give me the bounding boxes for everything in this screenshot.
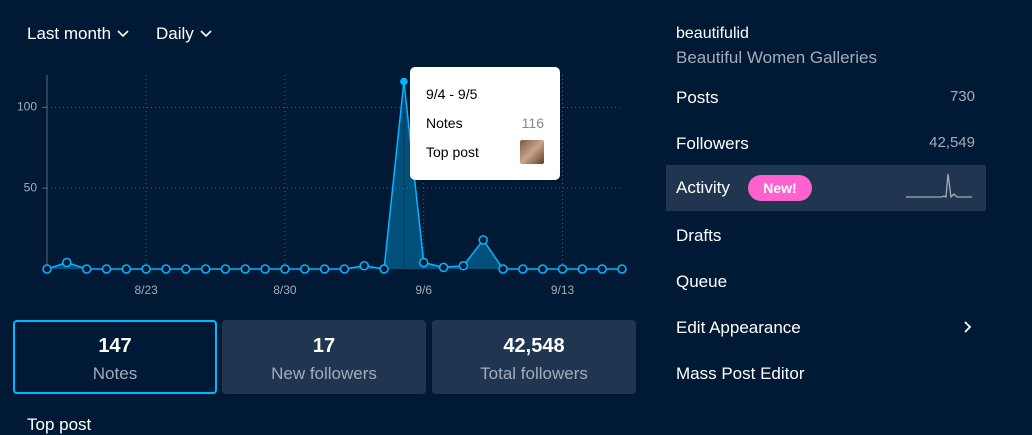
range-label: Last month xyxy=(27,24,112,43)
point xyxy=(300,264,310,274)
point xyxy=(339,264,350,274)
point xyxy=(617,264,627,274)
stat-card[interactable]: 42,548 Total followers xyxy=(432,320,636,394)
point xyxy=(280,264,290,274)
point xyxy=(577,264,588,274)
stat-label: Total followers xyxy=(480,364,588,383)
y-tick-label: 50 xyxy=(24,180,38,194)
point xyxy=(379,264,389,274)
point xyxy=(359,261,369,271)
tooltip: 9/4 - 9/5 Notes 116 Top post xyxy=(410,67,560,180)
menu-item[interactable]: Drafts xyxy=(676,226,722,245)
point xyxy=(220,264,231,274)
interval-label: Daily xyxy=(156,24,194,43)
point xyxy=(200,264,211,274)
menu-count: 42,549 xyxy=(929,134,975,151)
x-tick-label: 9/6 xyxy=(415,283,432,297)
chevron-right xyxy=(964,321,972,333)
interval-dropdown[interactable]: Daily xyxy=(156,24,213,44)
point xyxy=(62,257,72,268)
y-tick-label: 100 xyxy=(17,100,37,114)
section-title: Top post xyxy=(27,415,92,434)
menu-item[interactable]: Mass Post Editor xyxy=(676,364,805,383)
point xyxy=(181,264,191,274)
menu-item[interactable]: Queue xyxy=(676,272,728,291)
stat-card[interactable]: 17 New followers xyxy=(222,320,426,394)
chart: 50 100 8/23 8/30 9/6 9/13 xyxy=(17,75,627,297)
tooltip-top-post: Top post xyxy=(426,144,479,160)
point xyxy=(597,264,607,274)
menu-item[interactable]: Followers xyxy=(676,134,749,153)
blog-name[interactable]: beautifulid xyxy=(676,25,749,42)
stat-value: 147 xyxy=(98,335,132,357)
x-tick-label: 8/23 xyxy=(134,283,158,297)
point xyxy=(438,262,449,273)
point xyxy=(141,264,151,274)
point xyxy=(557,264,568,274)
stat-card[interactable]: 147 Notes xyxy=(13,320,217,394)
x-tick-label: 8/30 xyxy=(273,283,297,297)
tooltip-value: 116 xyxy=(521,115,544,131)
point xyxy=(121,264,132,274)
tooltip-title: 9/4 - 9/5 xyxy=(426,86,478,102)
stat-value: 17 xyxy=(312,335,336,357)
point xyxy=(418,257,429,268)
point xyxy=(518,264,528,274)
menu-count: 730 xyxy=(949,88,975,105)
point xyxy=(498,264,508,274)
menu-item[interactable]: Activity xyxy=(676,178,730,197)
menu-item[interactable]: Posts xyxy=(676,88,719,107)
chevron xyxy=(199,30,212,38)
tooltip-series: Notes xyxy=(426,115,463,131)
stat-label: Notes xyxy=(92,364,138,383)
point xyxy=(319,264,330,274)
point xyxy=(478,235,488,245)
range-dropdown[interactable]: Last month xyxy=(27,24,130,44)
point xyxy=(42,264,52,274)
badge: New! xyxy=(748,175,812,201)
chevron xyxy=(117,30,129,38)
stat-value: 42,548 xyxy=(503,335,565,357)
blog-title: Beautiful Women Galleries xyxy=(676,48,877,67)
point xyxy=(101,264,112,274)
stat-label: New followers xyxy=(271,364,377,383)
sparkline xyxy=(906,173,972,199)
point xyxy=(81,264,92,274)
thumbnail[interactable] xyxy=(520,140,544,164)
point xyxy=(537,264,548,274)
menu-item[interactable]: Edit Appearance xyxy=(676,318,801,337)
point xyxy=(458,261,469,271)
point xyxy=(260,264,270,274)
point xyxy=(161,264,171,274)
x-tick-label: 9/13 xyxy=(551,283,575,297)
active-row xyxy=(666,165,986,211)
point xyxy=(400,77,408,86)
point xyxy=(240,264,251,274)
